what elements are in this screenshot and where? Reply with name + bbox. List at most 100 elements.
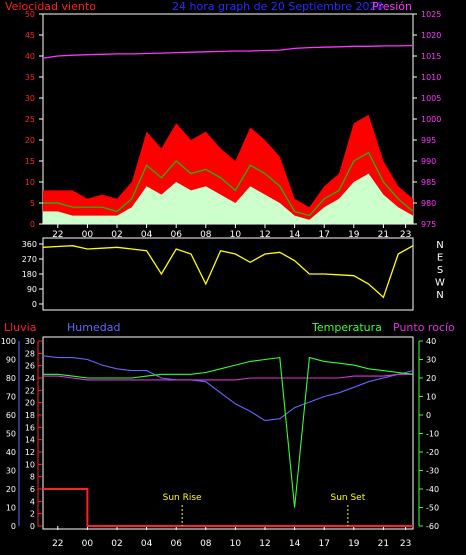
rain-y-tick-label: 22 — [25, 386, 35, 395]
humidity-y-tick-label: 30 — [6, 467, 16, 476]
pressure-line — [42, 44, 414, 59]
humidity-axis-title: Humedad — [67, 321, 120, 334]
compass-label: E — [437, 253, 443, 264]
dew-point-line — [43, 373, 413, 381]
temperature-y-tick-label: -20 — [426, 448, 439, 457]
temperature-y-tick-label: 20 — [426, 374, 436, 383]
temperature-y-tick-label: -40 — [426, 485, 439, 494]
humidity-y-tick-label: 40 — [6, 448, 16, 457]
humidity-y-tick-label: 70 — [6, 393, 16, 402]
pressure-y-tick-label: 1020 — [421, 31, 441, 40]
wind-y-tick-label: 20 — [25, 136, 35, 145]
rain-y-tick-label: 12 — [25, 448, 35, 457]
weather-x-tick-label: 22 — [52, 539, 63, 549]
humidity-y-tick-label: 60 — [6, 411, 16, 420]
compass-label: N — [436, 290, 443, 301]
rain-y-tick-label: 6 — [30, 485, 35, 494]
wind-y-tick-label: 35 — [25, 73, 35, 82]
temperature-y-tick-label: -10 — [426, 430, 439, 439]
temperature-y-tick-label: 30 — [426, 356, 436, 365]
dew-point-axis-title: Punto rocío — [393, 321, 455, 334]
temperature-y-tick-label: -30 — [426, 467, 439, 476]
temperature-y-tick-label: 0 — [426, 411, 431, 420]
pressure-y-tick-label: 990 — [421, 157, 436, 166]
temperature-line — [43, 356, 414, 508]
rain-y-tick-label: 14 — [25, 436, 35, 445]
rain-y-tick-label: 28 — [25, 349, 35, 358]
temperature-y-tick-label: -50 — [426, 504, 439, 513]
wind-y-tick-label: 45 — [25, 31, 35, 40]
rain-y-tick-label: 26 — [25, 362, 35, 371]
wind-y-tick-label: 25 — [25, 115, 35, 124]
wind-y-tick-label: 15 — [25, 157, 35, 166]
weather-x-tick-label: 06 — [170, 539, 182, 549]
wind-x-tick-label: 08 — [200, 230, 212, 240]
humidity-y-tick-label: 80 — [6, 374, 16, 383]
temperature-axis-title: Temperatura — [311, 321, 382, 334]
weather-panel-frame — [42, 336, 414, 530]
pressure-y-tick-label: 1005 — [421, 94, 441, 103]
rain-y-tick-label: 10 — [25, 460, 35, 469]
sun-annotation-label: Sun Set — [330, 493, 365, 503]
wind-y-tick-label: 0 — [30, 220, 35, 229]
wind-x-tick-label: 12 — [259, 230, 270, 240]
humidity-y-tick-label: 100 — [1, 337, 16, 346]
rain-y-tick-label: 4 — [30, 497, 35, 506]
weather-x-tick-label: 23 — [400, 539, 411, 549]
humidity-line — [42, 355, 414, 422]
wind-x-tick-label: 21 — [378, 230, 389, 240]
weather-x-tick-label: 00 — [82, 539, 94, 549]
weather-x-tick-label: 08 — [200, 539, 212, 549]
weather-x-tick-label: 12 — [259, 539, 270, 549]
pressure-y-tick-label: 980 — [421, 199, 436, 208]
rain-y-tick-label: 20 — [25, 399, 35, 408]
wind-x-tick-label: 14 — [289, 230, 301, 240]
rain-y-tick-label: 0 — [30, 522, 35, 531]
humidity-y-tick-label: 50 — [6, 430, 16, 439]
wind-x-tick-label: 17 — [318, 230, 329, 240]
humidity-y-tick-label: 0 — [11, 522, 16, 531]
wind-x-tick-label: 22 — [52, 230, 63, 240]
weather-x-tick-label: 14 — [289, 539, 301, 549]
wind-y-tick-label: 5 — [30, 199, 35, 208]
direction-y-tick-label: 90 — [27, 285, 37, 294]
humidity-y-tick-label: 90 — [6, 356, 16, 365]
compass-label: W — [435, 278, 445, 289]
pressure-y-tick-label: 1010 — [421, 73, 441, 82]
pressure-y-tick-label: 1015 — [421, 52, 441, 61]
wind-pressure-chart: 0510152025303540455097598098599099510001… — [25, 10, 442, 240]
direction-y-tick-label: 360 — [22, 240, 37, 249]
rain-line — [43, 488, 413, 527]
rain-y-tick-label: 8 — [30, 473, 35, 482]
sun-annotation-label: Sun Rise — [163, 493, 202, 503]
rain-y-tick-label: 18 — [25, 411, 35, 420]
humidity-y-tick-label: 10 — [6, 504, 16, 513]
rain-axis-title: Lluvia — [4, 321, 36, 334]
pressure-y-tick-label: 1000 — [421, 115, 441, 124]
rain-y-tick-label: 2 — [30, 510, 35, 519]
wind-speed-axis-title: Velocidad viento — [5, 0, 96, 13]
wind-x-tick-label: 00 — [82, 230, 94, 240]
wind-y-tick-label: 50 — [25, 10, 35, 19]
wind-speed-area — [43, 173, 413, 224]
wind-x-tick-label: 06 — [170, 230, 182, 240]
wind-x-tick-label: 10 — [230, 230, 242, 240]
temperature-y-tick-label: 40 — [426, 337, 436, 346]
wind-gust-area — [43, 114, 413, 224]
pressure-axis-title: Presión — [372, 0, 412, 13]
direction-y-tick-label: 270 — [22, 255, 37, 264]
wind-direction-line — [42, 245, 414, 299]
direction-y-tick-label: 0 — [32, 300, 37, 309]
weather-x-tick-label: 19 — [348, 539, 360, 549]
rain-y-tick-label: 30 — [25, 337, 35, 346]
pressure-y-tick-label: 985 — [421, 178, 436, 187]
wind-y-tick-label: 30 — [25, 94, 35, 103]
weather-x-tick-label: 17 — [318, 539, 329, 549]
compass-label: S — [437, 265, 443, 276]
wind-x-tick-label: 19 — [348, 230, 360, 240]
weather-x-tick-label: 04 — [141, 539, 153, 549]
chart-title: 24 hora graph de 20 Septiembre 2020 — [172, 0, 384, 13]
temperature-y-tick-label: -60 — [426, 522, 439, 531]
